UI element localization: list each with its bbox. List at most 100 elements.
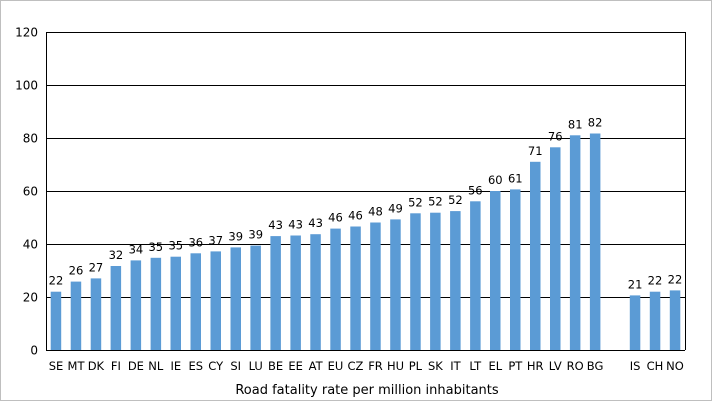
value-label-lt: 56	[468, 183, 483, 197]
y-tick-label: 120	[15, 26, 38, 40]
value-label-pl: 52	[408, 195, 423, 209]
bar-eu	[330, 228, 341, 350]
category-label-fr: FR	[368, 359, 383, 373]
category-label-is: IS	[630, 359, 641, 373]
bar-el	[490, 191, 501, 350]
value-label-no: 22	[668, 272, 683, 286]
bar-it	[450, 211, 461, 350]
bar-be	[270, 236, 281, 350]
value-label-it: 52	[448, 193, 463, 207]
category-label-se: SE	[49, 359, 64, 373]
category-label-pt: PT	[508, 359, 523, 373]
bar-es	[190, 253, 201, 350]
value-label-is: 21	[628, 277, 643, 291]
bar-cz	[350, 226, 361, 350]
value-label-ie: 35	[168, 239, 183, 253]
value-label-de: 34	[129, 242, 144, 256]
category-label-hu: HU	[387, 359, 404, 373]
y-tick-label: 0	[30, 344, 38, 358]
y-tick-label: 40	[23, 238, 38, 252]
category-label-es: ES	[189, 359, 204, 373]
bar-at	[310, 234, 321, 350]
bar-se	[50, 291, 62, 350]
bar-fr	[370, 222, 381, 350]
value-label-be: 43	[268, 218, 283, 232]
value-label-lv: 76	[548, 129, 563, 143]
category-label-fi: FI	[111, 359, 121, 373]
category-label-dk: DK	[88, 359, 105, 373]
category-label-be: BE	[268, 359, 283, 373]
bar-hu	[390, 219, 401, 350]
bar-no	[669, 290, 681, 350]
bar-bg	[589, 133, 601, 350]
x-axis-title: Road fatality rate per million inhabitan…	[235, 383, 499, 398]
bar-ie	[170, 256, 181, 350]
bar-pt	[510, 189, 521, 350]
value-label-eu: 46	[328, 211, 343, 225]
bar-de	[130, 260, 142, 350]
bar-mt	[70, 281, 82, 350]
category-label-el: EL	[488, 359, 502, 373]
category-label-si: SI	[230, 359, 241, 373]
category-label-ch: CH	[647, 359, 664, 373]
value-label-fr: 48	[368, 205, 383, 219]
category-label-pl: PL	[409, 359, 423, 373]
bar-ee	[290, 235, 301, 350]
bar-lv	[550, 147, 561, 350]
category-label-it: IT	[450, 359, 461, 373]
category-label-nl: NL	[148, 359, 164, 373]
value-label-hu: 49	[388, 201, 403, 215]
bar-fi	[110, 266, 122, 350]
bar-ch	[649, 291, 661, 350]
bar-dk	[90, 278, 102, 350]
y-tick-label: 60	[23, 185, 38, 199]
y-tick-label: 80	[23, 132, 38, 146]
value-label-cy: 37	[208, 233, 223, 247]
value-label-dk: 27	[89, 260, 104, 274]
category-label-cy: CY	[208, 359, 224, 373]
value-label-si: 39	[228, 229, 243, 243]
y-axis-ticks: 0 20 40 60 80 100 120	[15, 26, 38, 358]
value-label-lu: 39	[248, 228, 263, 242]
category-label-ie: IE	[170, 359, 181, 373]
category-label-eu: EU	[328, 359, 344, 373]
category-labels: SE MT DK FI DE NL IE ES CY SI LU BE EE AT EU CZ FR HU PL SK…	[49, 359, 684, 373]
value-label-nl: 35	[148, 240, 163, 254]
value-label-bg: 82	[588, 116, 603, 130]
bar-nl	[150, 257, 162, 350]
bar-cy	[210, 251, 221, 350]
category-label-lu: LU	[249, 359, 263, 373]
value-label-sk: 52	[428, 195, 443, 209]
category-label-at: AT	[309, 359, 324, 373]
value-labels: 22 26 27 32 34 35 35 36 37 39 39 43 43 43 46 46 48 49 52 52…	[49, 116, 683, 292]
bar-is	[629, 295, 641, 350]
category-label-mt: MT	[68, 359, 86, 373]
bar-ro	[569, 135, 581, 350]
category-label-no: NO	[666, 359, 684, 373]
value-label-cz: 46	[348, 209, 363, 223]
bar-pl	[410, 213, 421, 350]
value-label-ee: 43	[288, 218, 303, 232]
bar-si	[230, 247, 241, 350]
value-label-ro: 81	[568, 117, 583, 131]
value-label-hr: 71	[528, 144, 543, 158]
category-label-ee: EE	[288, 359, 303, 373]
bars	[50, 133, 681, 350]
y-tick-label: 100	[15, 79, 38, 93]
value-label-fi: 32	[109, 248, 124, 262]
category-label-sk: SK	[428, 359, 443, 373]
category-label-ro: RO	[567, 359, 584, 373]
category-label-bg: BG	[587, 359, 604, 373]
category-label-cz: CZ	[348, 359, 364, 373]
y-tick-label: 20	[23, 291, 38, 305]
category-label-hr: HR	[527, 359, 544, 373]
bar-lu	[250, 245, 261, 350]
value-label-pt: 61	[508, 171, 523, 185]
value-label-el: 60	[488, 173, 503, 187]
category-label-de: DE	[128, 359, 144, 373]
bar-sk	[430, 212, 441, 350]
bar-hr	[530, 161, 541, 350]
gridlines	[46, 32, 686, 351]
